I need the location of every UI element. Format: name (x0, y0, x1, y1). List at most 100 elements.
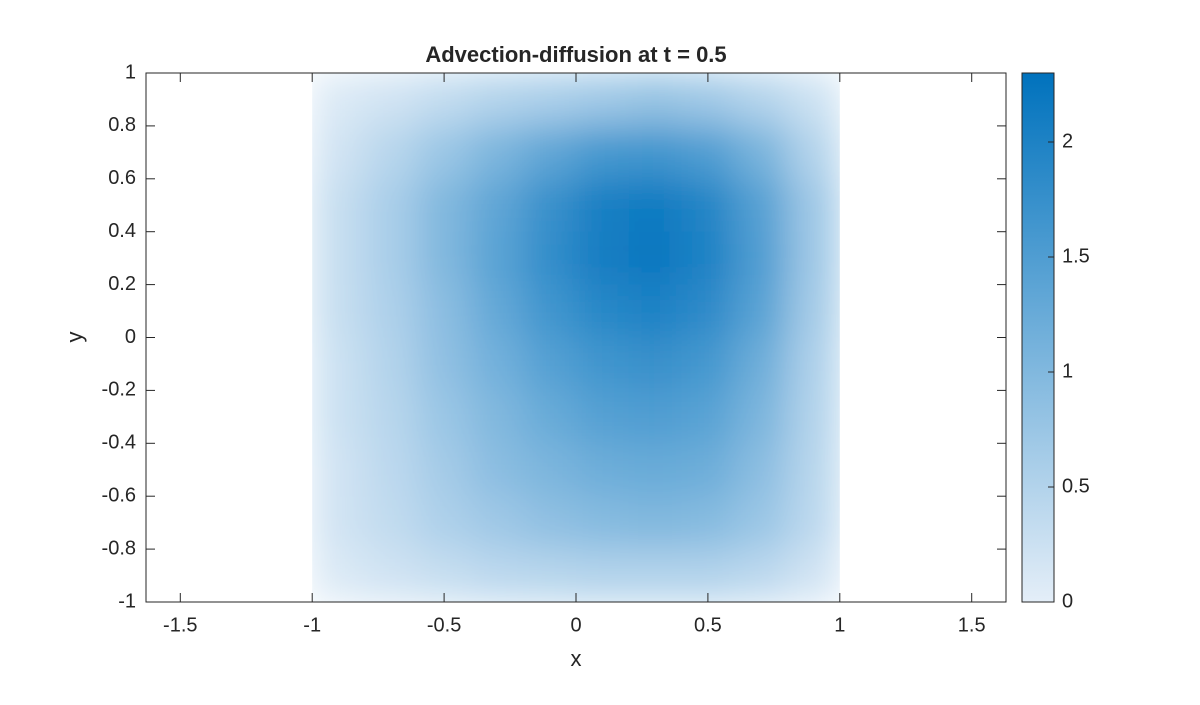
heat-cell (470, 390, 524, 444)
x-tick-label: 0 (570, 614, 581, 636)
heat-cell (628, 73, 683, 127)
x-tick-label: 1.5 (958, 614, 986, 636)
heat-cell (628, 337, 683, 391)
heat-cell (681, 496, 735, 550)
heat-cell (417, 231, 471, 286)
y-tick-label: -0.6 (102, 484, 136, 506)
heat-cell (417, 178, 471, 233)
y-tick-label: 0 (125, 326, 136, 348)
y-tick-label: 0.4 (108, 220, 136, 242)
heat-cell (364, 284, 419, 338)
heat-cell (628, 125, 683, 180)
heat-cell (787, 443, 840, 497)
heat-cell (681, 178, 735, 233)
y-tick-label: 1 (125, 61, 136, 83)
heat-cell (787, 73, 840, 127)
heat-cell (523, 73, 577, 127)
heat-cell (787, 496, 840, 550)
heat-cell (576, 178, 630, 233)
heat-cell (364, 443, 419, 497)
x-tick-label: -1.5 (163, 614, 197, 636)
heat-cell (470, 496, 524, 550)
heat-cell (734, 390, 788, 444)
heat-cell (312, 284, 366, 338)
heat-cell (628, 443, 683, 497)
heat-cell (787, 178, 840, 233)
heat-cell (470, 125, 524, 180)
heat-cell (681, 390, 735, 444)
heat-cell (523, 178, 577, 233)
heat-cell (312, 178, 366, 233)
heat-cell (681, 337, 735, 391)
y-tick-label: -0.2 (102, 379, 136, 401)
heat-cell (312, 125, 366, 180)
heat-cell (312, 390, 366, 444)
heat-cell (734, 337, 788, 391)
colorbar-tick-label: 0 (1062, 590, 1073, 612)
heat-cell (734, 496, 788, 550)
heat-cell (787, 284, 840, 338)
heat-cell (787, 337, 840, 391)
heat-cell (576, 496, 630, 550)
heat-cell (787, 231, 840, 286)
y-tick-label: -0.8 (102, 537, 136, 559)
heat-cell (523, 125, 577, 180)
heat-cell (628, 178, 683, 233)
heat-cell (734, 549, 788, 602)
heat-cell (523, 549, 577, 602)
heat-cell (470, 337, 524, 391)
colorbar-tick-label: 1 (1062, 360, 1073, 382)
heat-cell (417, 125, 471, 180)
heat-cell (734, 178, 788, 233)
heat-cell (523, 231, 577, 286)
heat-cell (576, 337, 630, 391)
heat-cell (364, 73, 419, 127)
heat-cell (787, 549, 840, 602)
heat-cell (364, 231, 419, 286)
heat-cell (628, 231, 683, 286)
y-tick-label: 0.2 (108, 273, 136, 295)
heat-cell (417, 390, 471, 444)
heat-cell (312, 73, 366, 127)
heat-cell (787, 390, 840, 444)
heat-cell (364, 390, 419, 444)
heat-cell (734, 73, 788, 127)
heat-cell (787, 125, 840, 180)
colorbar (1021, 72, 1055, 603)
heat-cell (628, 390, 683, 444)
heat-cell (576, 231, 630, 286)
x-tick-label: 0.5 (694, 614, 722, 636)
x-tick-label: -0.5 (427, 614, 461, 636)
heat-cell (470, 73, 524, 127)
heat-cell (364, 549, 419, 602)
chart-title: Advection-diffusion at t = 0.5 (425, 42, 726, 67)
heat-cell (576, 390, 630, 444)
heat-cell (523, 284, 577, 338)
heat-cell (417, 337, 471, 391)
heat-cell (364, 178, 419, 233)
x-tick-label: 1 (834, 614, 845, 636)
heat-cell (734, 443, 788, 497)
colorbar-tick-label: 2 (1062, 130, 1073, 152)
y-tick-label: -0.4 (102, 432, 136, 454)
heat-cell (312, 549, 366, 602)
heat-cell (312, 337, 366, 391)
heat-cell (628, 496, 683, 550)
heat-cell (312, 443, 366, 497)
heat-cell (628, 284, 683, 338)
y-axis-label: y (62, 332, 87, 343)
heat-cell (417, 284, 471, 338)
heat-cell (576, 443, 630, 497)
heat-cell (576, 125, 630, 180)
heat-cell (470, 178, 524, 233)
y-tick-label: -1 (118, 590, 136, 612)
heat-cell (681, 284, 735, 338)
heat-cell (523, 443, 577, 497)
y-tick-label: 0.8 (108, 114, 136, 136)
heat-cell (364, 125, 419, 180)
heat-cell (576, 284, 630, 338)
y-tick-label: 0.6 (108, 167, 136, 189)
heat-cell (470, 443, 524, 497)
heat-cell (576, 549, 630, 602)
